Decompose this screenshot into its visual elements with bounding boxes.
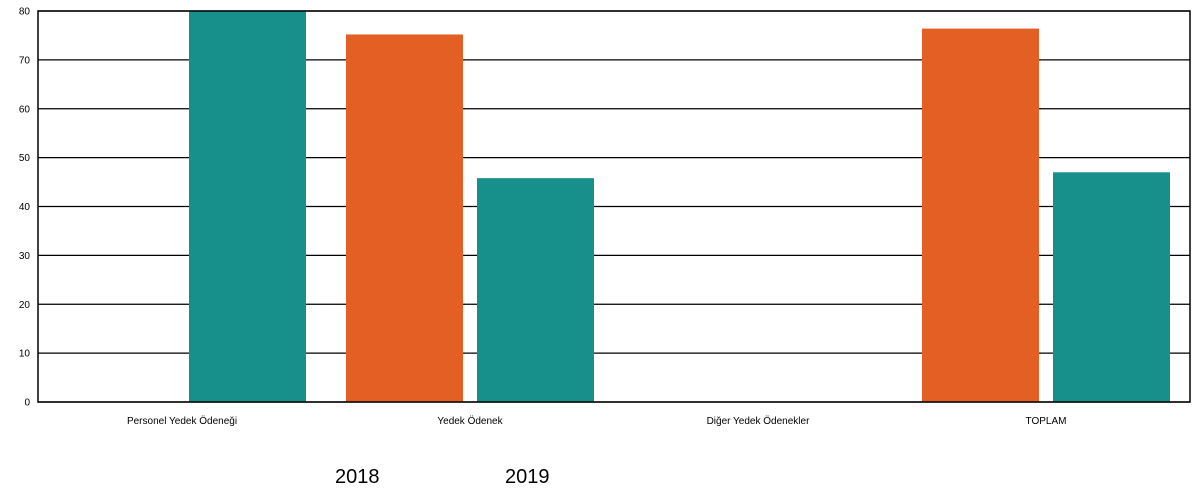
legend-item-2018: 2018 (335, 466, 380, 488)
x-category-label: TOPLAM (1026, 416, 1067, 427)
y-tick-label: 40 (19, 202, 31, 213)
y-tick-label: 60 (19, 104, 31, 115)
bar-2018-1 (346, 34, 463, 403)
bar-2018-3 (922, 28, 1039, 402)
x-axis-labels: Personel Yedek Ödeneği Yedek Ödenek Diğer … (127, 415, 1067, 427)
bar-chart: 0 10 20 30 40 50 60 70 80 Personel Yedek Ödeneği… (19, 7, 1191, 427)
y-axis-ticks: 0 10 20 30 40 50 60 70 80 (19, 7, 31, 409)
x-category-label: Personel Yedek Ödeneği (127, 415, 237, 427)
bar-2019-3 (1053, 172, 1170, 402)
plot-frame (37, 10, 1191, 403)
bar-2019-0 (189, 11, 306, 402)
y-tick-label: 80 (19, 7, 31, 18)
y-tick-label: 70 (19, 55, 31, 66)
x-category-label: Diğer Yedek Ödenekler (707, 415, 811, 427)
y-tick-label: 50 (19, 153, 31, 164)
bar-2019-1 (477, 178, 594, 402)
y-tick-label: 30 (19, 251, 31, 262)
legend-item-2019: 2019 (505, 466, 550, 488)
y-tick-label: 10 (19, 349, 31, 360)
x-category-label: Yedek Ödenek (437, 415, 503, 427)
y-tick-label: 20 (19, 300, 31, 311)
bars (189, 11, 1170, 403)
y-tick-label: 0 (24, 398, 30, 409)
